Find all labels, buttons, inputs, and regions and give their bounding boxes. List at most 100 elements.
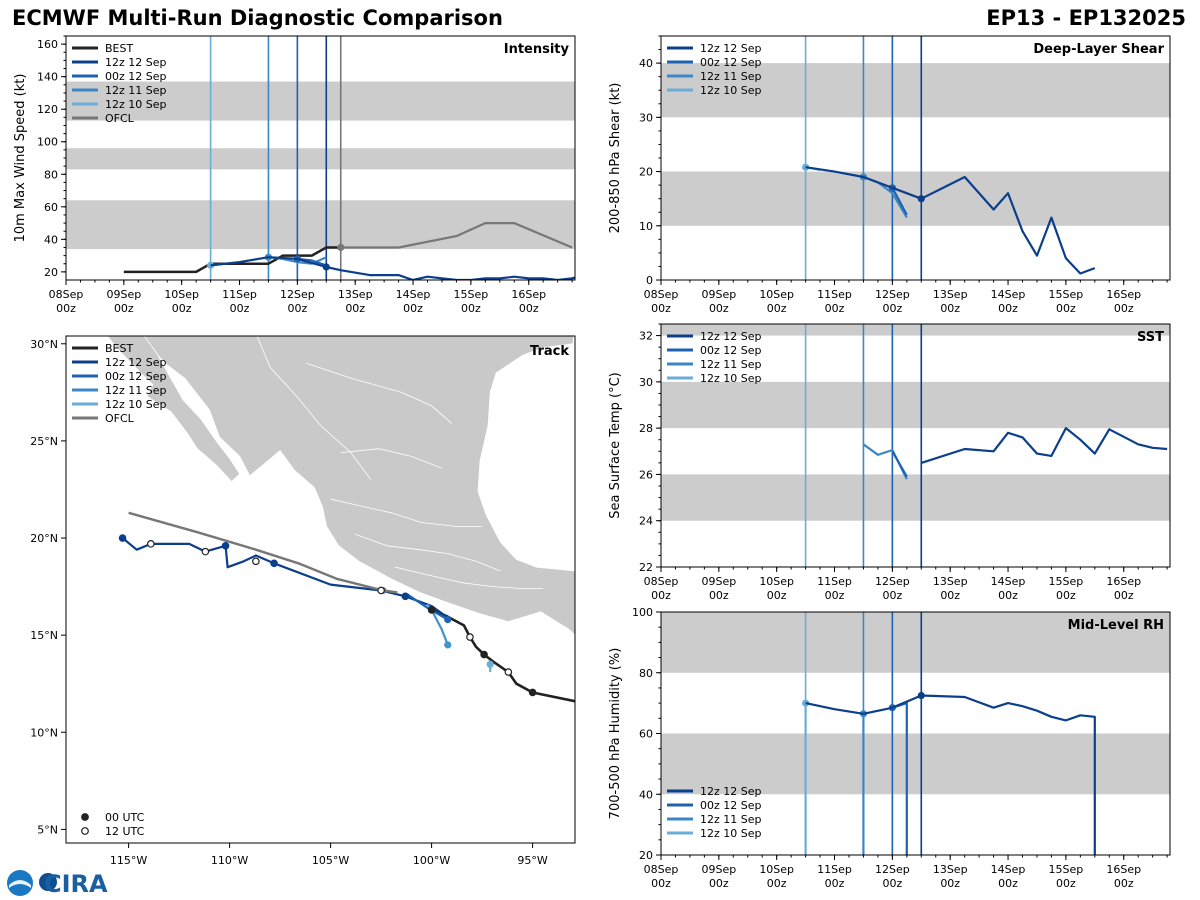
panel-title: SST — [1137, 330, 1164, 345]
series-line-00z-12-sep — [891, 187, 908, 216]
x-tick-label: 11Sep — [817, 863, 852, 876]
x-tick-label: 08Sep — [644, 863, 679, 876]
y-axis-label: Sea Surface Temp (°C) — [608, 372, 623, 519]
x-tick-label: 00z — [461, 302, 481, 315]
threshold-band — [661, 63, 1170, 118]
x-tick-label: 08Sep — [644, 575, 679, 588]
x-tick-label: 00z — [519, 302, 539, 315]
x-tick-label: 00z — [1056, 589, 1076, 602]
y-tick-label: 80 — [639, 667, 653, 680]
legend-label: 12z 10 Sep — [105, 398, 167, 411]
track-point-12utc — [504, 668, 513, 676]
track-point-00utc — [270, 559, 278, 568]
logo-text: CIRA — [44, 870, 108, 898]
track-point-12utc — [201, 547, 210, 556]
series-point-12z-12-sep — [917, 195, 925, 203]
series-line-00z-12-sep — [891, 450, 908, 478]
plot-frame — [660, 323, 1171, 568]
y-tick-label: 100 — [37, 136, 58, 149]
y-tick-label: 10 — [639, 220, 653, 233]
threshold-band — [661, 381, 1170, 429]
x-tick-label: 00z — [345, 302, 365, 315]
x-tick-label: 10Sep — [759, 288, 794, 301]
legend-label: BEST — [105, 342, 133, 355]
legend-label: 12z 12 Sep — [700, 785, 762, 798]
x-tick-label: 15Sep — [1049, 575, 1084, 588]
x-tick-label: 00z — [882, 877, 902, 890]
x-tick-label: 10Sep — [759, 863, 794, 876]
x-tick-label: 16Sep — [511, 288, 546, 301]
y-axis-label: 200-850 hPa Shear (kt) — [608, 83, 623, 234]
x-tick-label: 00z — [767, 877, 787, 890]
legend-label: 12z 12 Sep — [700, 330, 762, 343]
y-tick-label: 160 — [37, 38, 58, 51]
legend-label: 12z 10 Sep — [105, 98, 167, 111]
x-tick-label: 00z — [1114, 302, 1134, 315]
series-point-ofcl — [337, 243, 345, 252]
x-tick-label: 00z — [651, 302, 671, 315]
legend-label: 12z 10 Sep — [700, 827, 762, 840]
x-tick-label: 95°W — [517, 854, 547, 867]
threshold-band — [661, 171, 1170, 226]
legend-label: OFCL — [105, 112, 135, 125]
y-tick-label: 60 — [44, 201, 58, 214]
y-tick-label: 15°N — [30, 629, 58, 642]
x-tick-label: 00z — [825, 302, 845, 315]
panel-title: Mid-Level RH — [1068, 618, 1164, 633]
intensity-panel: 08Sep00z09Sep00z10Sep00z11Sep00z12Sep00z… — [13, 35, 576, 315]
x-tick-label: 00z — [709, 589, 729, 602]
x-tick-label: 15Sep — [1049, 863, 1084, 876]
x-tick-label: 00z — [1114, 877, 1134, 890]
x-tick-label: 13Sep — [933, 863, 968, 876]
legend-label: 00 UTC — [105, 811, 145, 824]
x-tick-label: 00z — [1114, 589, 1134, 602]
y-tick-label: 25°N — [30, 435, 58, 448]
track-point-12utc — [466, 633, 474, 641]
x-tick-label: 12Sep — [875, 575, 910, 588]
legend-label: OFCL — [105, 412, 135, 425]
threshold-band — [661, 324, 1170, 336]
plot-frame — [65, 335, 576, 844]
legend-label: 00z 12 Sep — [105, 370, 167, 383]
track-line-00z-12-sep — [406, 593, 449, 621]
track-panel: 115°W 110°W 105°W 100°W 95°W 5°N 10°N 15°N 20°N 2… — [30, 335, 576, 867]
y-tick-label: 20 — [639, 166, 653, 179]
x-tick-label: 08Sep — [644, 288, 679, 301]
legend-label: 12z 11 Sep — [700, 70, 762, 83]
x-tick-label: 00z — [940, 877, 960, 890]
x-tick-label: 12Sep — [875, 288, 910, 301]
y-tick-label: 26 — [639, 468, 653, 481]
y-tick-label: 80 — [44, 168, 58, 181]
y-tick-label: 22 — [639, 561, 653, 574]
x-tick-label: 11Sep — [222, 288, 257, 301]
rh-panel: 08Sep00z09Sep00z10Sep00z11Sep00z12Sep00z… — [608, 606, 1171, 890]
track-point-00utc — [221, 541, 230, 550]
x-tick-label: 14Sep — [991, 575, 1026, 588]
shear-panel: 08Sep00z09Sep00z10Sep00z11Sep00z12Sep00z… — [608, 35, 1171, 315]
y-axis-label: 700-500 hPa Humidity (%) — [608, 648, 623, 820]
legend-label: 12z 11 Sep — [700, 358, 762, 371]
y-tick-label: 30°N — [30, 338, 58, 351]
legend-marker-00utc — [81, 813, 89, 821]
x-tick-label: 00z — [825, 877, 845, 890]
x-tick-label: 13Sep — [933, 288, 968, 301]
track-point-00utc — [528, 688, 537, 697]
mexico-landmass — [139, 336, 575, 636]
panel-title: Track — [530, 344, 569, 359]
x-tick-label: 10Sep — [759, 575, 794, 588]
plot-area — [661, 36, 1170, 280]
legend-marker-12utc — [81, 827, 89, 835]
cira-logo: CIRA — [7, 870, 108, 898]
x-tick-label: 00z — [1056, 302, 1076, 315]
x-tick-label: 08Sep — [49, 288, 84, 301]
y-tick-label: 20 — [639, 849, 653, 862]
series-point-12z-12-sep — [917, 691, 925, 700]
x-tick-label: 00z — [940, 302, 960, 315]
run-start-point — [444, 616, 452, 624]
x-tick-label: 16Sep — [1106, 288, 1141, 301]
globe-icon — [39, 873, 57, 891]
x-tick-label: 12Sep — [875, 863, 910, 876]
legend-label: 12z 11 Sep — [105, 84, 167, 97]
y-tick-label: 10°N — [30, 726, 58, 739]
